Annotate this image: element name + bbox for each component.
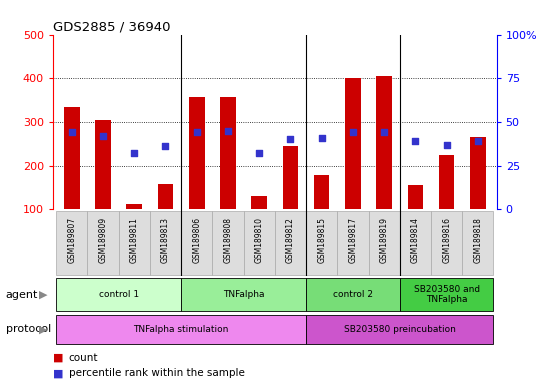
- Text: GSM189816: GSM189816: [442, 217, 451, 263]
- Bar: [119, 211, 150, 275]
- Text: percentile rank within the sample: percentile rank within the sample: [69, 368, 244, 378]
- Bar: [407, 185, 423, 209]
- Bar: [400, 278, 493, 311]
- Bar: [189, 97, 205, 209]
- Text: count: count: [69, 353, 98, 363]
- Point: [442, 142, 451, 148]
- Text: control 2: control 2: [333, 290, 373, 299]
- Bar: [95, 120, 111, 209]
- Bar: [56, 211, 88, 275]
- Text: TNFalpha: TNFalpha: [223, 290, 264, 299]
- Bar: [306, 314, 493, 344]
- Bar: [462, 211, 493, 275]
- Text: GSM189815: GSM189815: [317, 217, 326, 263]
- Text: ■: ■: [53, 368, 64, 378]
- Text: protocol: protocol: [6, 324, 51, 334]
- Text: GSM189810: GSM189810: [254, 217, 264, 263]
- Point: [224, 127, 233, 134]
- Text: ▶: ▶: [39, 324, 47, 334]
- Text: agent: agent: [6, 290, 38, 300]
- Bar: [127, 204, 142, 209]
- Bar: [400, 211, 431, 275]
- Bar: [275, 211, 306, 275]
- Bar: [345, 78, 360, 209]
- Bar: [64, 107, 80, 209]
- Bar: [376, 76, 392, 209]
- Text: GSM189817: GSM189817: [348, 217, 358, 263]
- Bar: [158, 184, 174, 209]
- Bar: [213, 211, 244, 275]
- Text: GDS2885 / 36940: GDS2885 / 36940: [53, 20, 171, 33]
- Text: GSM189807: GSM189807: [68, 217, 76, 263]
- Text: GSM189806: GSM189806: [192, 217, 201, 263]
- Bar: [220, 97, 236, 209]
- Bar: [252, 196, 267, 209]
- Text: GSM189819: GSM189819: [379, 217, 389, 263]
- Bar: [150, 211, 181, 275]
- Point: [68, 129, 76, 136]
- Bar: [431, 211, 462, 275]
- Bar: [181, 211, 213, 275]
- Bar: [470, 137, 485, 209]
- Text: GSM189811: GSM189811: [129, 217, 139, 263]
- Bar: [282, 146, 298, 209]
- Point: [161, 143, 170, 149]
- Bar: [314, 175, 329, 209]
- Point: [379, 129, 388, 136]
- Text: GSM189818: GSM189818: [473, 217, 482, 263]
- Text: GSM189813: GSM189813: [161, 217, 170, 263]
- Text: control 1: control 1: [99, 290, 139, 299]
- Text: ■: ■: [53, 353, 64, 363]
- Bar: [368, 211, 400, 275]
- Bar: [337, 211, 368, 275]
- Text: GSM189809: GSM189809: [99, 217, 108, 263]
- Bar: [244, 211, 275, 275]
- Text: SB203580 and
TNFalpha: SB203580 and TNFalpha: [413, 285, 480, 305]
- Bar: [306, 278, 400, 311]
- Text: TNFalpha stimulation: TNFalpha stimulation: [133, 325, 229, 334]
- Point: [193, 129, 201, 136]
- Text: GSM189812: GSM189812: [286, 217, 295, 263]
- Point: [255, 150, 264, 156]
- Point: [411, 138, 420, 144]
- Bar: [56, 314, 306, 344]
- Point: [473, 138, 482, 144]
- Bar: [88, 211, 119, 275]
- Point: [130, 150, 139, 156]
- Point: [317, 134, 326, 141]
- Bar: [306, 211, 337, 275]
- Point: [348, 129, 357, 136]
- Text: ▶: ▶: [39, 290, 47, 300]
- Point: [99, 133, 108, 139]
- Bar: [181, 278, 306, 311]
- Point: [286, 136, 295, 142]
- Text: GSM189808: GSM189808: [223, 217, 233, 263]
- Text: SB203580 preincubation: SB203580 preincubation: [344, 325, 456, 334]
- Bar: [439, 155, 454, 209]
- Bar: [56, 278, 181, 311]
- Text: GSM189814: GSM189814: [411, 217, 420, 263]
